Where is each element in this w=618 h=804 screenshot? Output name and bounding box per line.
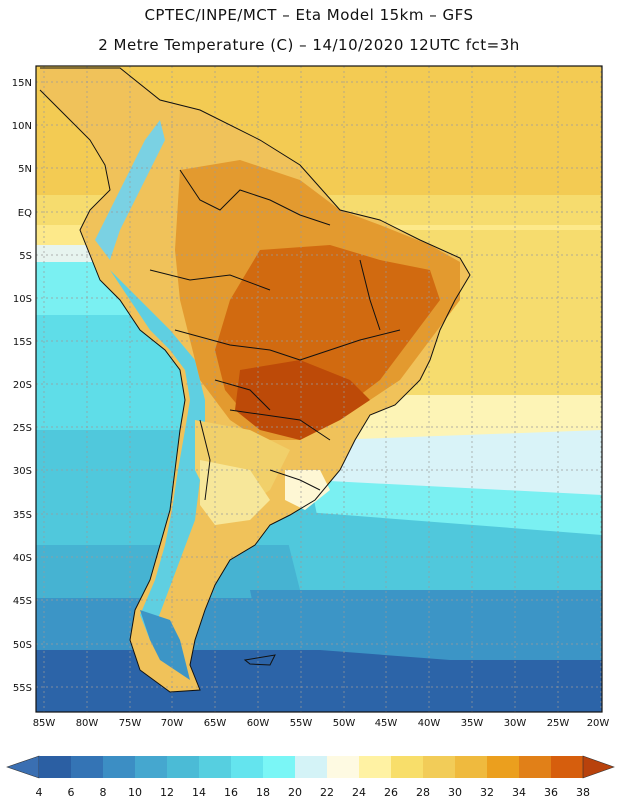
colorbar-tick: 20 [288,786,302,799]
colorbar-swatch [551,756,583,778]
lon-label-60w: 60W [247,718,270,729]
colorbar-swatch [39,756,71,778]
lon-label-25w: 25W [547,718,570,729]
colorbar-tick: 34 [512,786,526,799]
lon-label-85w: 85W [33,718,56,729]
colorbar-low-arrow [6,755,40,779]
colorbar-tick: 10 [128,786,142,799]
lat-label-20s: 20S [13,380,32,391]
colorbar-tick: 24 [352,786,366,799]
lon-label-20w: 20W [587,718,610,729]
lon-label-50w: 50W [333,718,356,729]
colorbar: 4 6 8 10 12 14 16 18 20 22 24 26 28 30 3… [6,755,615,799]
colorbar-swatch [135,756,167,778]
lon-label-65w: 65W [204,718,227,729]
lat-label-5s: 5S [19,251,32,262]
lon-label-30w: 30W [504,718,527,729]
colorbar-swatch [391,756,423,778]
colorbar-swatch [455,756,487,778]
colorbar-swatch [231,756,263,778]
colorbar-tick: 32 [480,786,494,799]
lat-label-40s: 40S [13,553,32,564]
colorbar-swatch [519,756,551,778]
colorbar-tick: 16 [224,786,238,799]
colorbar-swatch [71,756,103,778]
lat-label-45s: 45S [13,596,32,607]
lat-label-5n: 5N [18,164,32,175]
lat-label-15n: 15N [12,78,32,89]
colorbar-swatch [167,756,199,778]
title-line-2: 2 Metre Temperature (C) – 14/10/2020 12U… [98,36,520,54]
colorbar-tick: 30 [448,786,462,799]
colorbar-tick: 18 [256,786,270,799]
colorbar-high-arrow [582,755,615,779]
colorbar-swatch [423,756,455,778]
colorbar-swatch [103,756,135,778]
colorbar-swatch [327,756,359,778]
lon-label-80w: 80W [76,718,99,729]
colorbar-tick: 6 [68,786,75,799]
colorbar-swatch [199,756,231,778]
colorbar-tick: 26 [384,786,398,799]
colorbar-tick: 14 [192,786,206,799]
colorbar-tick: 38 [576,786,590,799]
lat-label-35s: 35S [13,510,32,521]
lon-label-55w: 55W [290,718,313,729]
lat-label-10s: 10S [13,294,32,305]
colorbar-swatch [295,756,327,778]
lon-label-75w: 75W [119,718,142,729]
colorbar-swatch [263,756,295,778]
lat-label-10n: 10N [12,121,32,132]
lat-label-30s: 30S [13,466,32,477]
colorbar-tick: 28 [416,786,430,799]
colorbar-tick: 22 [320,786,334,799]
lat-label-25s: 25S [13,423,32,434]
lat-label-eq: EQ [18,208,32,219]
colorbar-tick: 12 [160,786,174,799]
colorbar-tick: 36 [544,786,558,799]
lat-label-50s: 50S [13,640,32,651]
lon-label-70w: 70W [161,718,184,729]
title-line-1: CPTEC/INPE/MCT – Eta Model 15km – GFS [144,6,474,24]
colorbar-tick: 8 [100,786,107,799]
lat-label-15s: 15S [13,337,32,348]
lon-label-45w: 45W [375,718,398,729]
colorbar-swatch [487,756,519,778]
lon-label-35w: 35W [461,718,484,729]
lat-label-55s: 55S [13,683,32,694]
colorbar-swatch [359,756,391,778]
colorbar-tick: 4 [36,786,43,799]
lon-label-40w: 40W [418,718,441,729]
